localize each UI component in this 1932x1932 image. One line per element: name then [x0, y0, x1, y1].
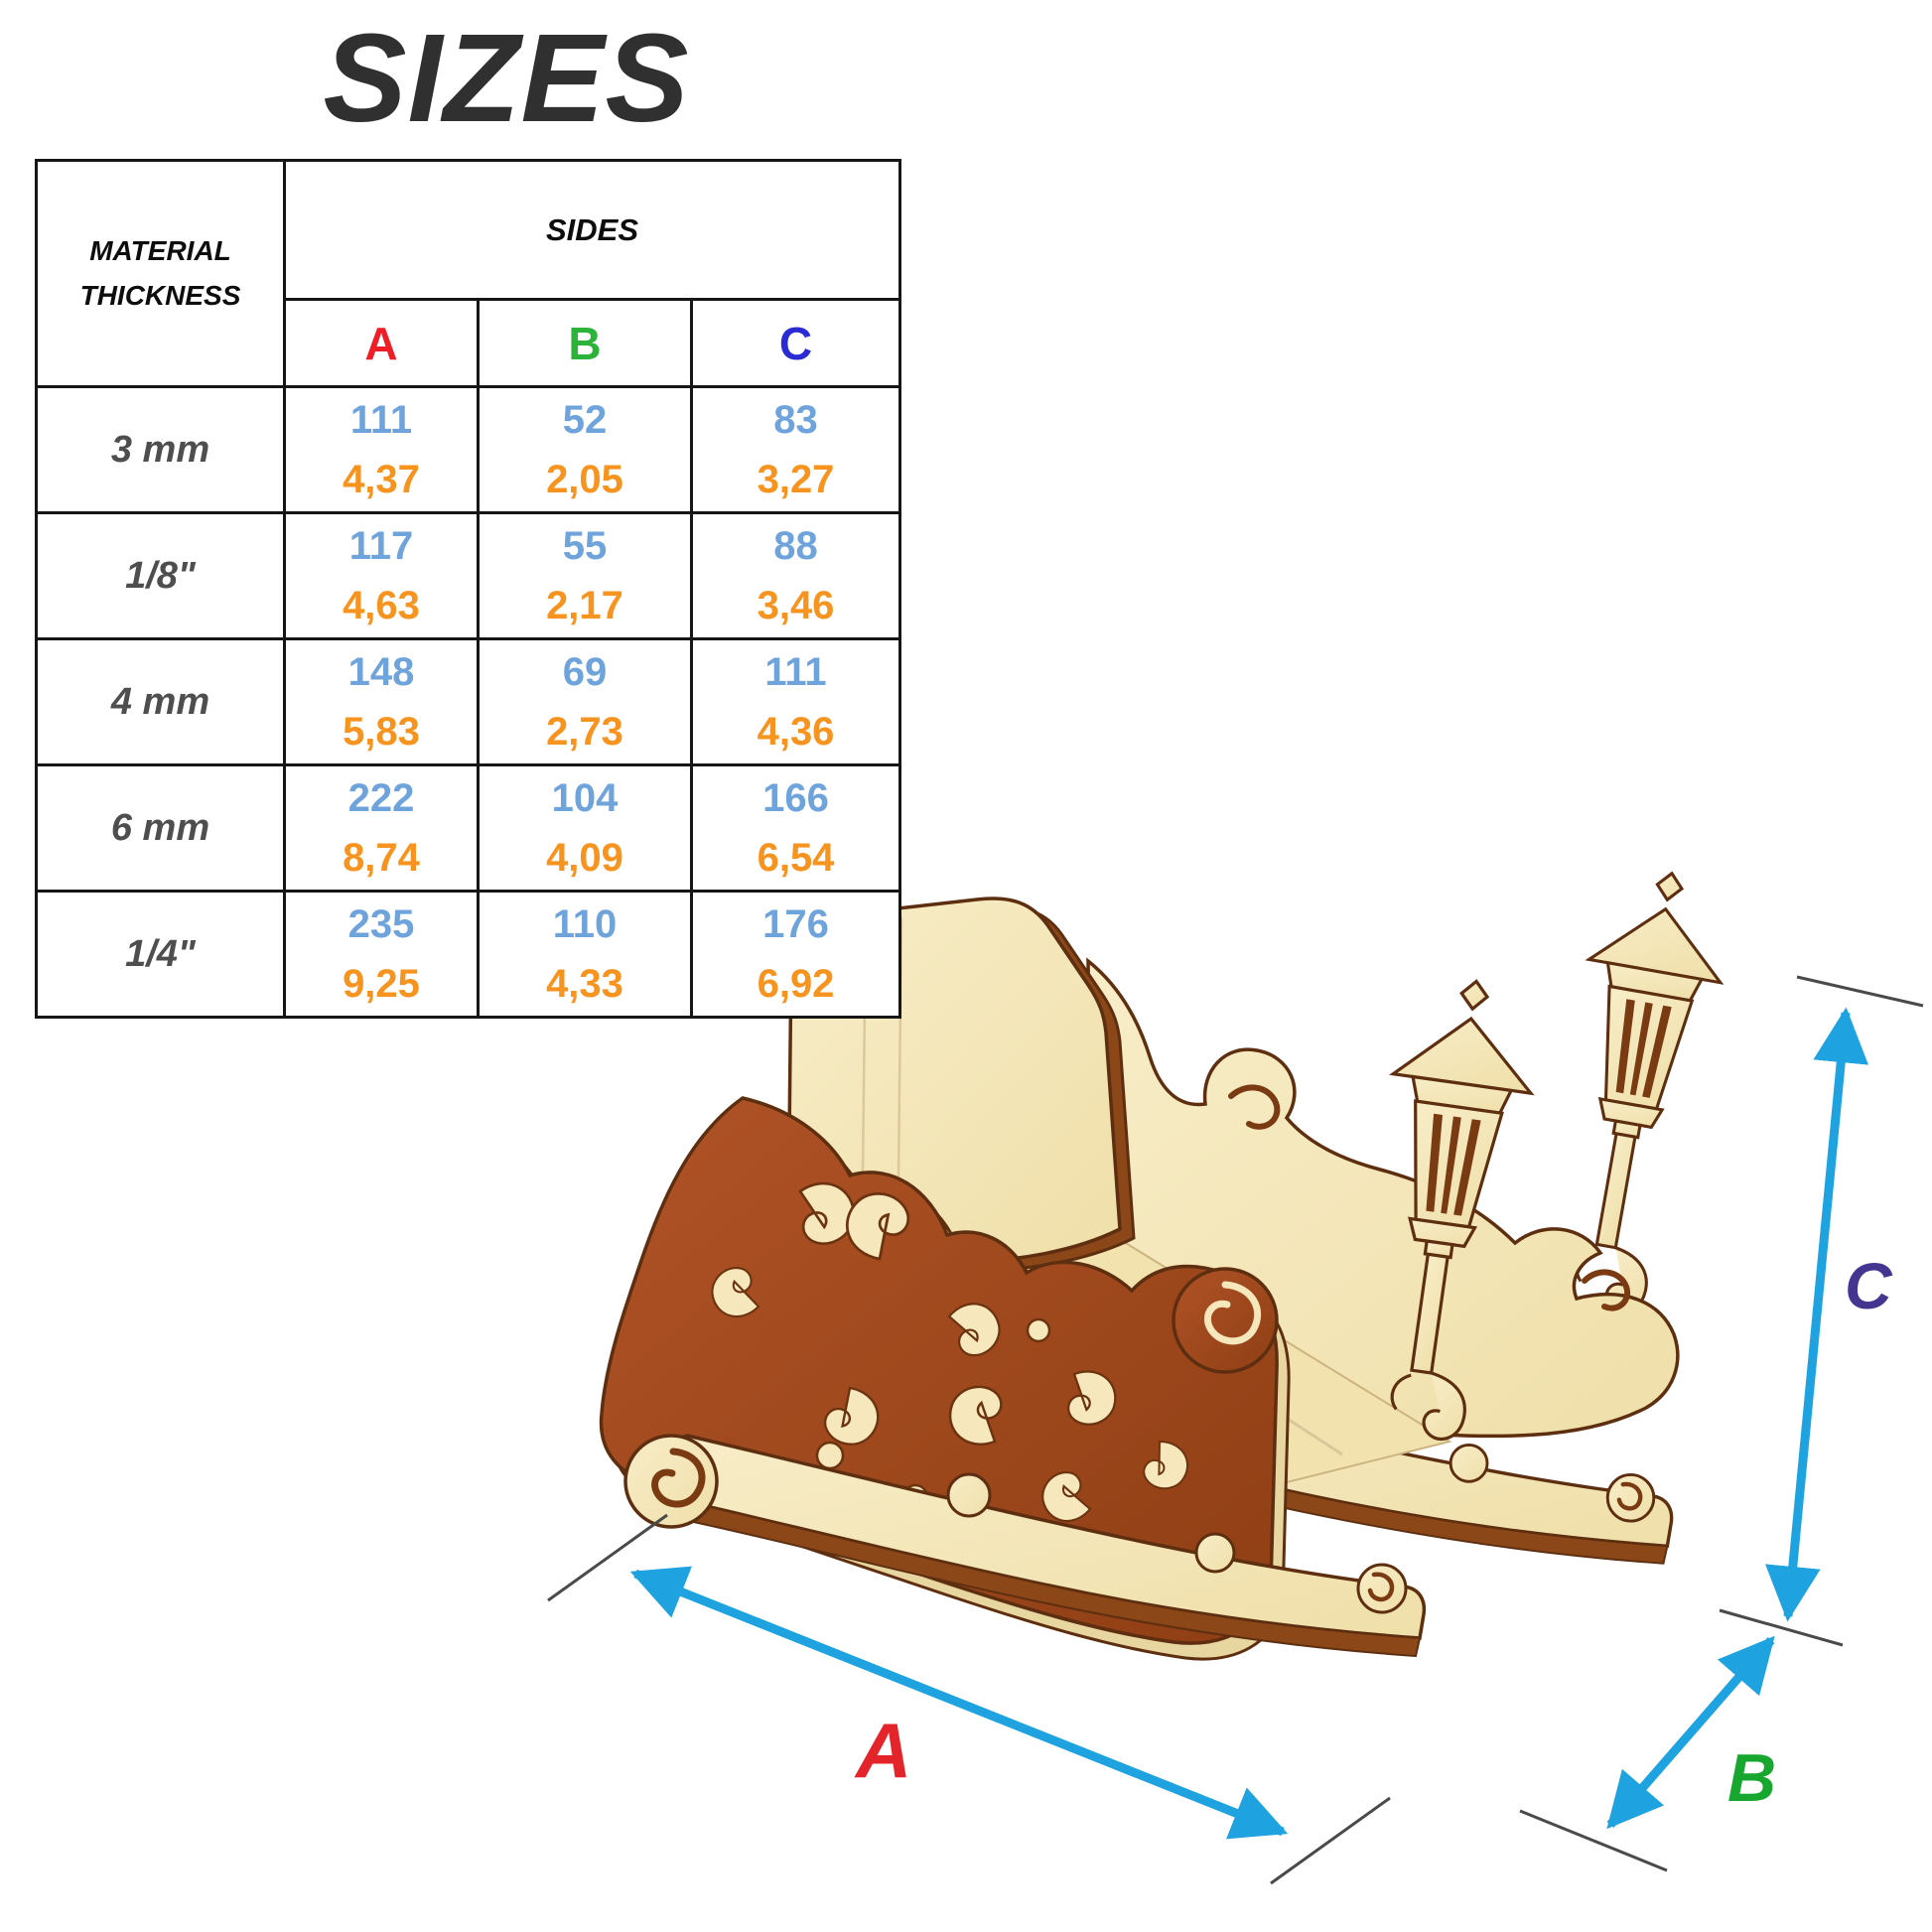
size-cell-b: 104 4,09: [477, 763, 693, 893]
size-cell-a: 222 8,74: [283, 763, 480, 893]
size-cell-b: 69 2,73: [477, 637, 693, 766]
size-mm: 69: [562, 650, 608, 694]
table-row: 1/8" 117 4,63 55 2,17 88 3,46: [35, 511, 902, 640]
size-cell-c: 166 6,54: [689, 763, 902, 893]
size-mm: 117: [348, 524, 414, 568]
size-mm: 110: [552, 902, 618, 946]
size-cell-b: 55 2,17: [477, 511, 693, 640]
table-row: 4 mm 148 5,83 69 2,73 111 4,36: [35, 637, 902, 766]
size-cell-a: 117 4,63: [283, 511, 480, 640]
thickness-label: 1/4": [35, 890, 286, 1019]
rear-curl: [1172, 1267, 1279, 1374]
dimension-b-label: B: [1727, 1740, 1776, 1816]
size-cell-b: 52 2,05: [477, 385, 693, 514]
size-cell-c: 88 3,46: [689, 511, 902, 640]
size-inches: 5,83: [343, 710, 420, 754]
size-inches: 9,25: [343, 962, 420, 1006]
sizes-table: MATERIAL THICKNESS SIDES A B C 3 mm 111 …: [35, 159, 902, 1019]
size-mm: 111: [764, 650, 827, 694]
table-row: 3 mm 111 4,37 52 2,05 83 3,27: [35, 385, 902, 514]
size-inches: 4,36: [757, 710, 835, 754]
dimension-b-arrow: [1606, 1635, 1775, 1830]
thickness-label: 6 mm: [35, 763, 286, 893]
size-inches: 6,54: [757, 836, 835, 880]
size-inches: 4,37: [343, 458, 420, 501]
thickness-label: 1/8": [35, 511, 286, 640]
size-mm: 88: [773, 524, 818, 568]
size-mm: 52: [562, 398, 608, 442]
size-inches: 2,73: [546, 710, 623, 754]
size-mm: 111: [349, 398, 413, 442]
size-mm: 176: [762, 902, 829, 946]
size-inches: 4,63: [343, 584, 420, 627]
size-mm: 55: [562, 524, 608, 568]
dimension-a-label: A: [854, 1707, 911, 1794]
dimension-ticks: [547, 975, 1924, 1885]
page-title: SIZES: [323, 8, 690, 148]
size-cell-c: 111 4,36: [689, 637, 902, 766]
sides-header: SIDES: [282, 159, 902, 301]
size-cell-b: 110 4,33: [477, 890, 693, 1019]
size-mm: 222: [347, 776, 415, 820]
size-cell-a: 111 4,37: [283, 385, 480, 514]
table-row: 1/4" 235 9,25 110 4,33 176 6,92: [35, 890, 902, 1019]
size-cell-c: 176 6,92: [689, 890, 902, 1019]
column-header-c: C: [689, 298, 902, 388]
column-header-a: A: [283, 298, 480, 388]
size-inches: 3,27: [757, 458, 835, 501]
size-cell-a: 148 5,83: [283, 637, 480, 766]
column-header-b: B: [477, 298, 693, 388]
dimension-arrows: [629, 1007, 1869, 1840]
table-row: 6 mm 222 8,74 104 4,09 166 6,54: [35, 763, 902, 893]
size-inches: 3,46: [757, 584, 835, 627]
thickness-label: 4 mm: [35, 637, 286, 766]
material-thickness-header: MATERIAL THICKNESS: [35, 159, 286, 388]
size-inches: 4,09: [546, 836, 623, 880]
dimension-a-arrow: [629, 1566, 1289, 1840]
size-cell-a: 235 9,25: [283, 890, 480, 1019]
size-mm: 83: [773, 398, 818, 442]
size-mm: 166: [762, 776, 829, 820]
size-mm: 235: [347, 902, 415, 946]
size-mm: 148: [347, 650, 415, 694]
size-inches: 4,33: [546, 962, 623, 1006]
size-inches: 2,17: [546, 584, 623, 627]
size-inches: 2,05: [546, 458, 623, 501]
dimension-c-arrow: [1764, 1007, 1869, 1622]
dimension-c-label: C: [1845, 1249, 1893, 1322]
size-cell-c: 83 3,27: [689, 385, 902, 514]
size-mm: 104: [551, 776, 619, 820]
thickness-label: 3 mm: [35, 385, 286, 514]
size-inches: 6,92: [757, 962, 835, 1006]
size-inches: 8,74: [343, 836, 420, 880]
